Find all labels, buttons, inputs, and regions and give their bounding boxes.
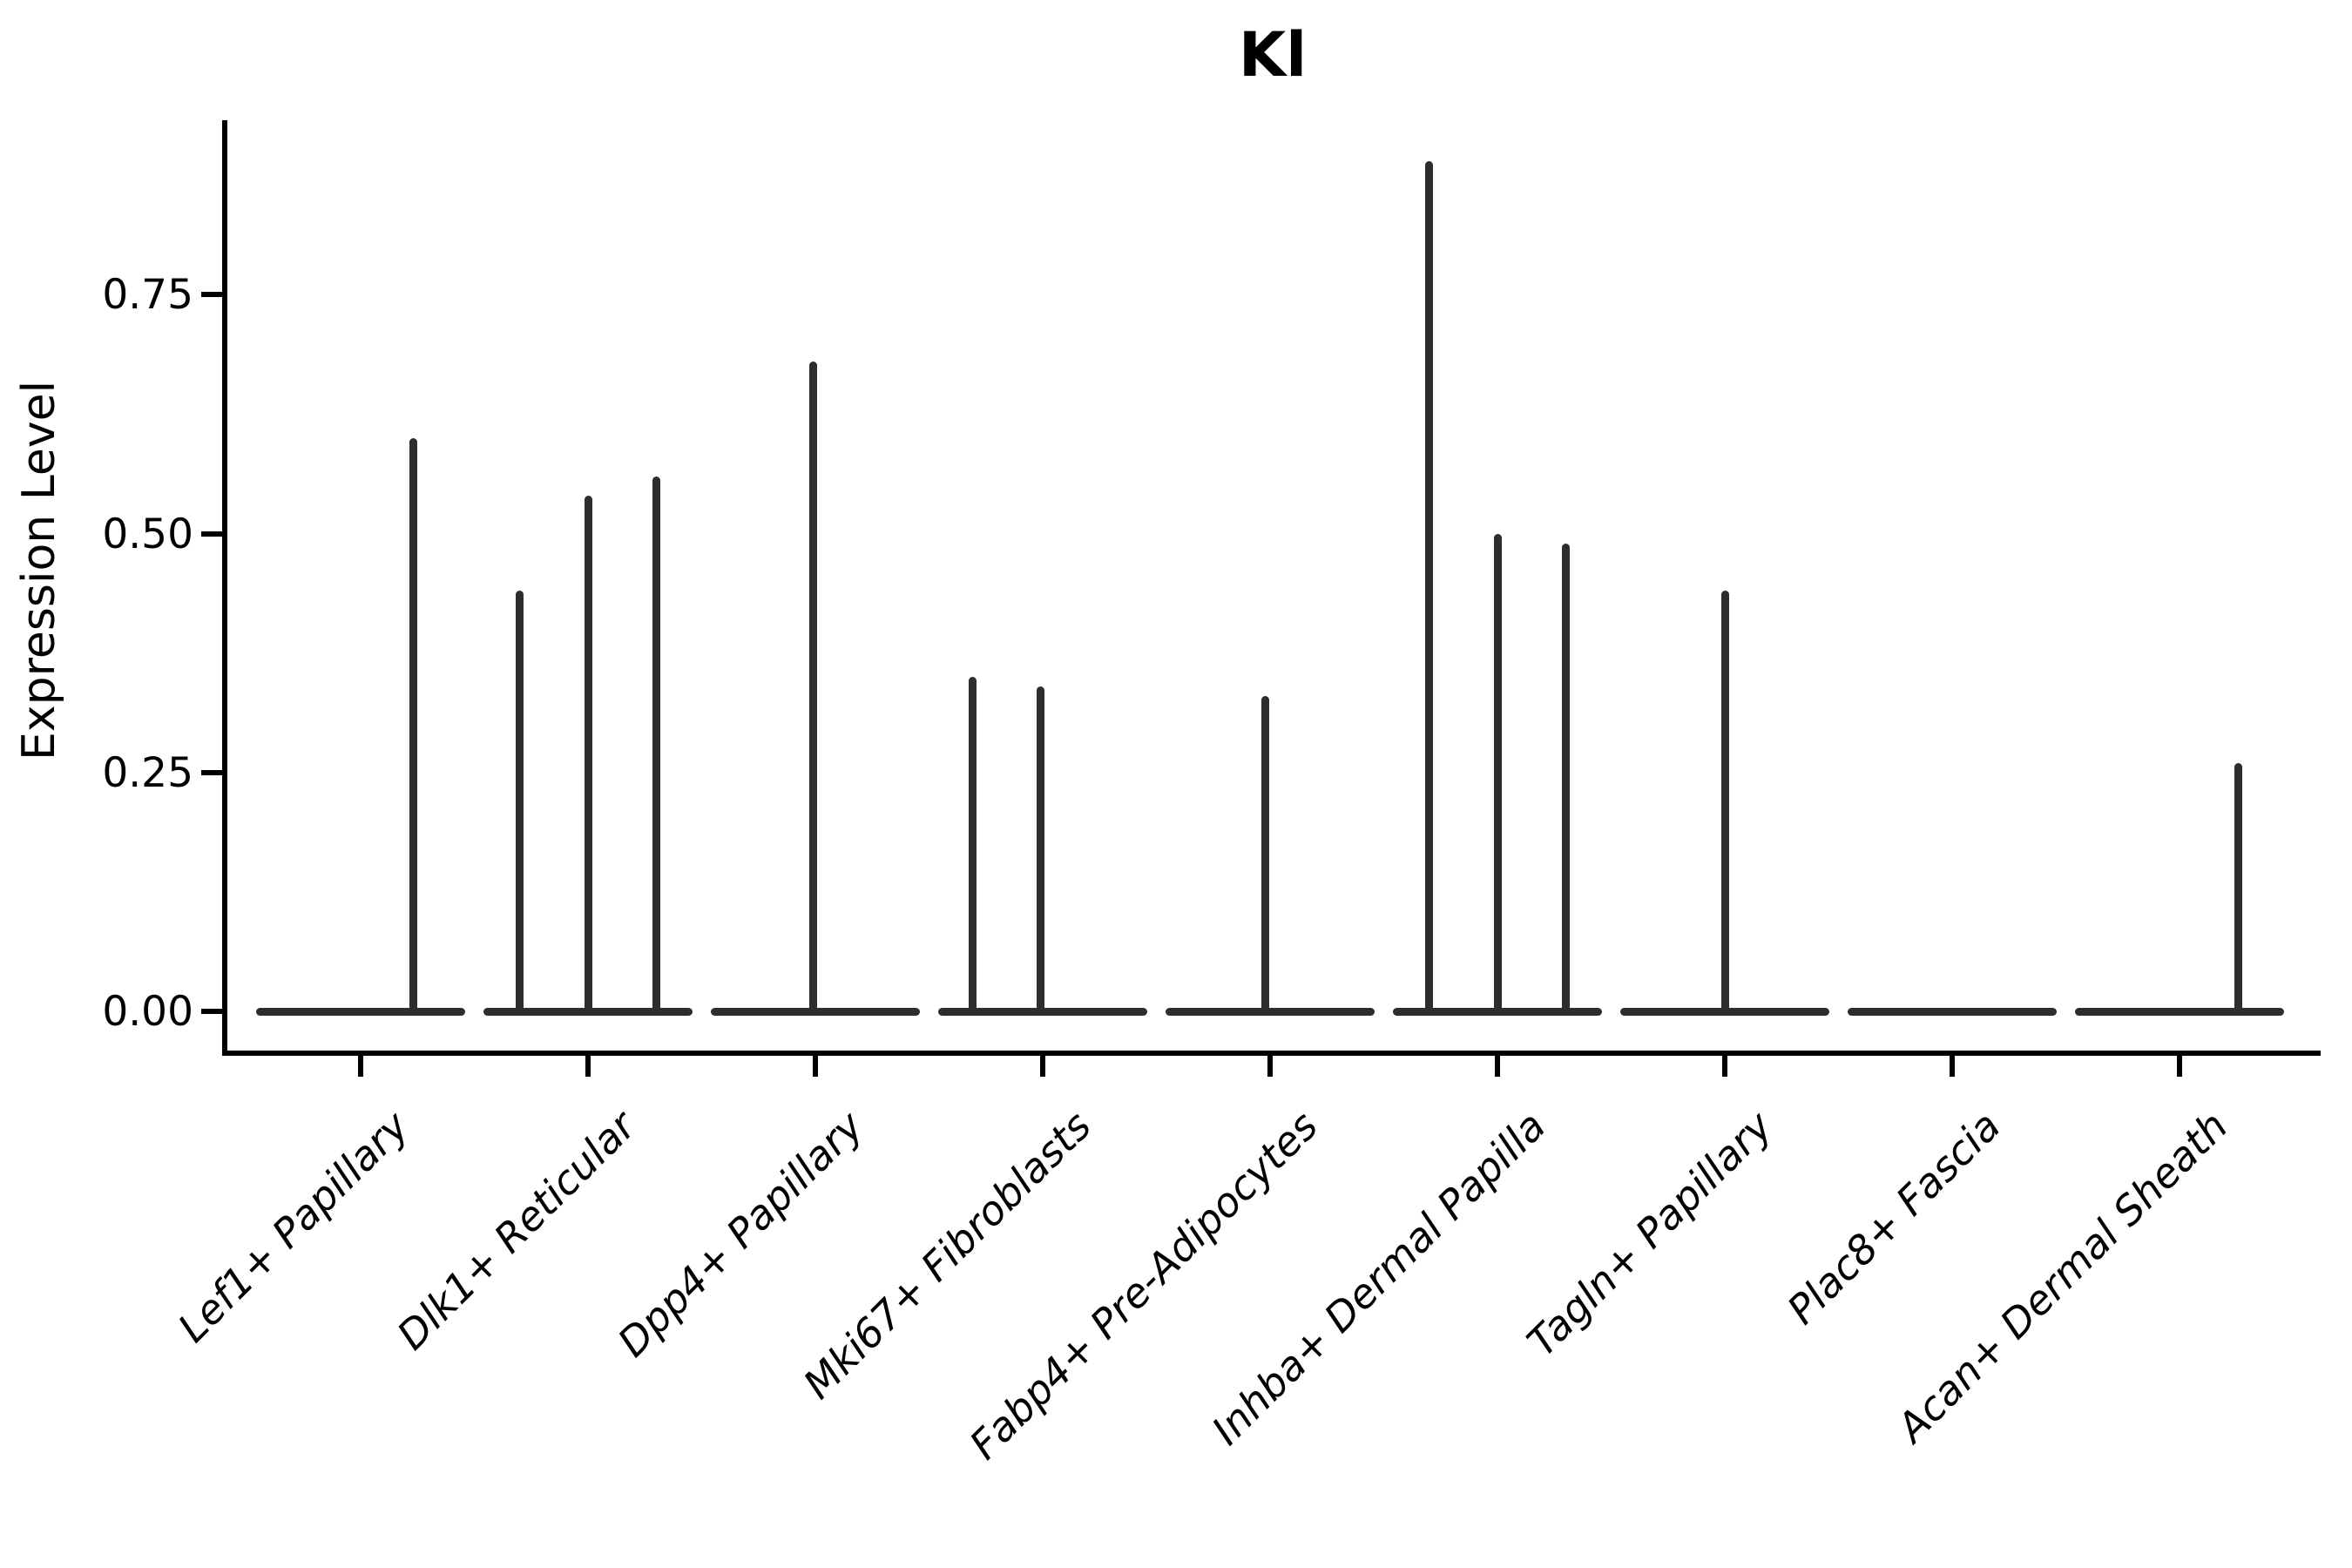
y-tick-mark [201,769,222,775]
violin-spike [1425,160,1434,1015]
x-tick-label: Dpp4+ Papillary [608,1102,873,1366]
violin-baseline [1166,1007,1375,1016]
y-tick-label: 0.75 [102,271,193,320]
x-tick-label: Tagln+ Papillary [1518,1102,1782,1366]
x-tick-mark [1040,1056,1045,1077]
violin-baseline [256,1007,465,1016]
violin-baseline [1848,1007,2057,1016]
violin-spike [1493,533,1502,1015]
y-tick-label: 0.50 [102,510,193,558]
x-tick-label: Dlk1+ Reticular [388,1102,645,1359]
y-tick-label: 0.25 [102,748,193,797]
x-tick-mark [1722,1056,1727,1077]
x-tick-mark [1495,1056,1500,1077]
x-tick-label: Plac8+ Fascia [1777,1102,2010,1334]
y-axis-spine [222,120,227,1056]
violin-baseline [2075,1007,2284,1016]
violin-spike [968,677,977,1015]
chart-title: Kl [1238,19,1308,91]
x-tick-mark [585,1056,591,1077]
violin-spike [1036,686,1044,1015]
violin-spike [1561,543,1570,1015]
violin-spike [1720,591,1729,1015]
y-tick-mark [201,531,222,537]
violin-spike [516,591,524,1015]
violin-spike [2234,762,2243,1015]
violin-spike [409,437,417,1015]
x-tick-mark [813,1056,818,1077]
y-axis-label: Expression Level [13,380,65,761]
violin-spike [808,362,817,1015]
x-tick-mark [358,1056,363,1077]
x-tick-mark [1267,1056,1273,1077]
x-tick-mark [2177,1056,2182,1077]
y-tick-mark [201,1009,222,1014]
y-tick-mark [201,292,222,298]
y-tick-label: 0.00 [102,988,193,1036]
violin-spike [584,495,592,1015]
x-tick-label: Lef1+ Papillary [168,1102,418,1352]
x-axis-spine [222,1051,2321,1056]
violin-spike [652,476,660,1015]
x-tick-mark [1950,1056,1955,1077]
violin-spike [1261,696,1270,1015]
